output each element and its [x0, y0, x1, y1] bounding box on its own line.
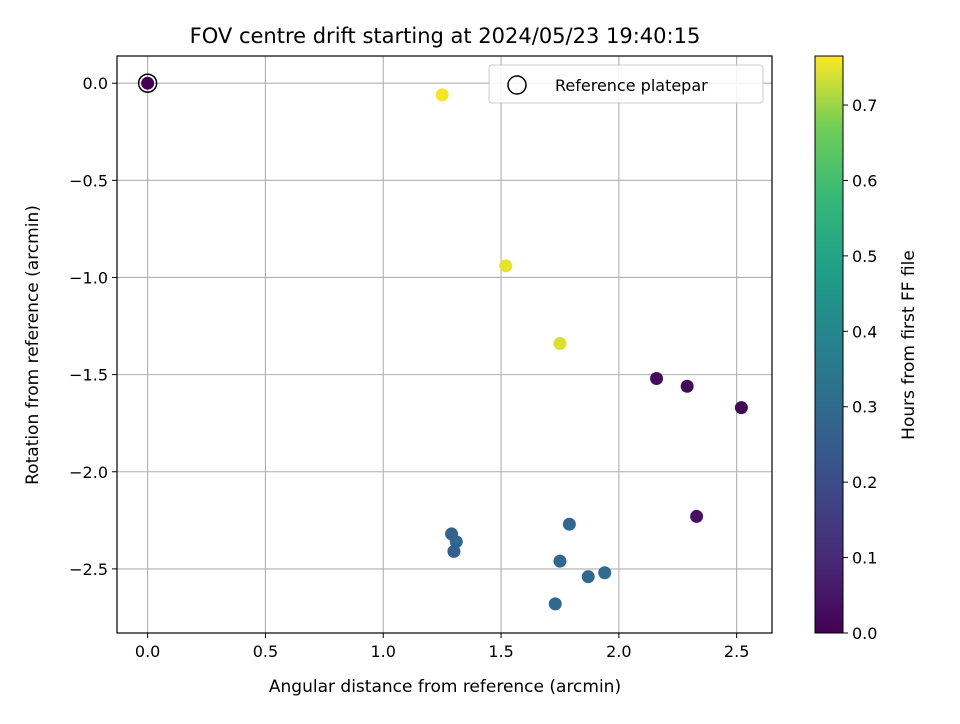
data-point	[734, 401, 748, 415]
x-tick-label: 1.5	[488, 642, 513, 661]
colorbar-tick-label: 0.3	[852, 398, 877, 417]
y-tick-label: −1.0	[69, 268, 108, 287]
data-point	[447, 544, 461, 558]
colorbar-tick-label: 0.6	[852, 171, 877, 190]
x-tick-label: 1.0	[371, 642, 396, 661]
legend-reference-label: Reference platepar	[555, 76, 708, 95]
data-point	[680, 379, 694, 393]
legend-box	[488, 64, 764, 104]
y-axis-label: Rotation from reference (arcmin)	[23, 205, 43, 485]
reference-platepar-marker	[137, 73, 158, 93]
y-tick-label: −0.5	[69, 171, 108, 190]
colorbar-label: Hours from first FF file	[899, 250, 919, 440]
data-point	[598, 566, 612, 580]
y-tick-label: 0.0	[83, 74, 108, 93]
colorbar-tick-label: 0.0	[852, 624, 877, 643]
x-tick-label: 2.5	[724, 642, 749, 661]
colorbar-gradient	[814, 55, 844, 634]
data-point	[553, 554, 567, 568]
data-points	[137, 73, 748, 611]
x-tick-label: 0.5	[253, 642, 278, 661]
grid-lines	[117, 56, 772, 633]
legend-reference-marker	[507, 75, 527, 95]
data-point	[562, 517, 576, 531]
colorbar-tick-label: 0.5	[852, 247, 877, 266]
colorbar-ticks: 0.0 0.1 0.2 0.3 0.4 0.5 0.6 0.7	[843, 96, 877, 643]
colorbar-tick-label: 0.7	[852, 96, 877, 115]
y-tick-label: −2.5	[69, 560, 108, 579]
x-tick-label: 2.0	[606, 642, 631, 661]
y-axis-ticks: 0.0 −0.5 −1.0 −1.5 −2.0 −2.5	[69, 74, 117, 579]
data-point	[548, 597, 562, 611]
colorbar-tick-label: 0.2	[852, 473, 877, 492]
colorbar-tick-label: 0.4	[852, 322, 877, 341]
data-point	[435, 88, 449, 102]
data-point	[690, 509, 704, 523]
data-point	[581, 570, 595, 584]
x-axis-label: Angular distance from reference (arcmin)	[269, 677, 621, 697]
x-tick-label: 0.0	[135, 642, 160, 661]
x-axis-ticks: 0.0 0.5 1.0 1.5 2.0 2.5	[135, 633, 749, 661]
colorbar: 0.0 0.1 0.2 0.3 0.4 0.5 0.6 0.7 Hours from firs…	[814, 55, 919, 643]
colorbar-tick-label: 0.1	[852, 549, 877, 568]
plot-frame	[116, 55, 773, 634]
data-point	[650, 371, 664, 385]
data-point	[499, 259, 513, 273]
y-tick-label: −1.5	[69, 366, 108, 385]
legend: Reference platepar	[488, 64, 764, 104]
data-point	[449, 535, 463, 549]
data-point	[141, 76, 155, 90]
y-tick-label: −2.0	[69, 463, 108, 482]
data-point	[553, 337, 567, 351]
chart-title: FOV centre drift starting at 2024/05/23 …	[190, 24, 701, 48]
